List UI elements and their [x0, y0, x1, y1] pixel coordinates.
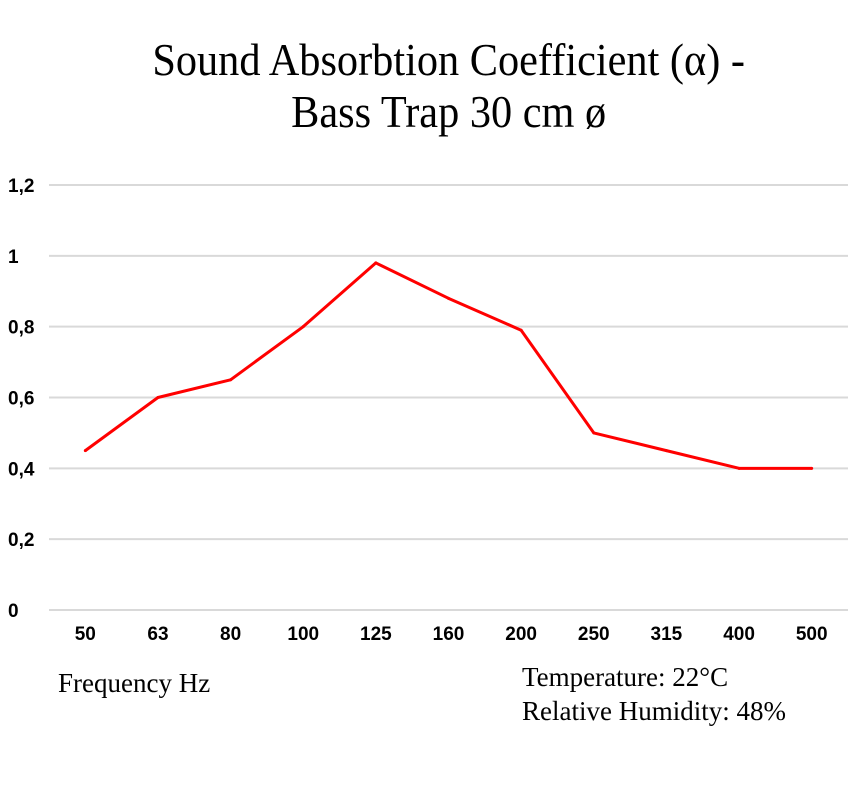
x-tick-label: 125 — [360, 624, 392, 645]
title-line-2: Bass Trap 30 cm ø — [291, 86, 607, 137]
humidity-text: Relative Humidity: 48% — [522, 696, 786, 726]
data-point — [592, 431, 596, 435]
temperature-text: Temperature: 22°C — [522, 662, 729, 692]
data-point — [447, 296, 450, 300]
data-point — [737, 466, 741, 470]
x-tick-label: 50 — [75, 624, 96, 645]
x-tick-label: 80 — [220, 624, 241, 645]
x-tick-label: 160 — [433, 624, 465, 645]
x-tick-label: 400 — [723, 624, 755, 645]
x-tick-label: 100 — [287, 624, 319, 645]
x-tick-label: 63 — [147, 624, 168, 645]
y-tick-label: 0,6 — [8, 389, 34, 410]
x-tick-label: 315 — [651, 624, 683, 645]
data-point — [301, 325, 305, 329]
data-point — [664, 449, 668, 453]
data-point — [519, 328, 523, 332]
x-tick-label: 500 — [796, 624, 828, 645]
y-tick-label: 0,8 — [8, 318, 34, 339]
chart-title: Sound Absorbtion Coefficient (α) - Bass … — [35, 34, 863, 138]
data-point — [156, 396, 160, 399]
x-axis-label: Frequency Hz — [58, 668, 211, 698]
y-tick-label: 1 — [8, 247, 19, 268]
y-tick-label: 1,2 — [8, 176, 34, 197]
data-point — [83, 449, 87, 453]
data-point — [229, 378, 233, 382]
series-line — [84, 261, 812, 470]
conditions-note: Temperature: 22°C Relative Humidity: 48% — [522, 660, 786, 728]
y-tick-label: 0 — [8, 601, 19, 622]
data-point — [810, 466, 814, 470]
y-tick-label: 0,4 — [8, 459, 35, 480]
data-point — [374, 261, 378, 265]
title-line-1: Sound Absorbtion Coefficient (α) - — [152, 34, 745, 85]
y-tick-label: 0,2 — [8, 530, 34, 551]
x-tick-label: 200 — [505, 624, 537, 645]
x-tick-label: 250 — [578, 624, 610, 645]
